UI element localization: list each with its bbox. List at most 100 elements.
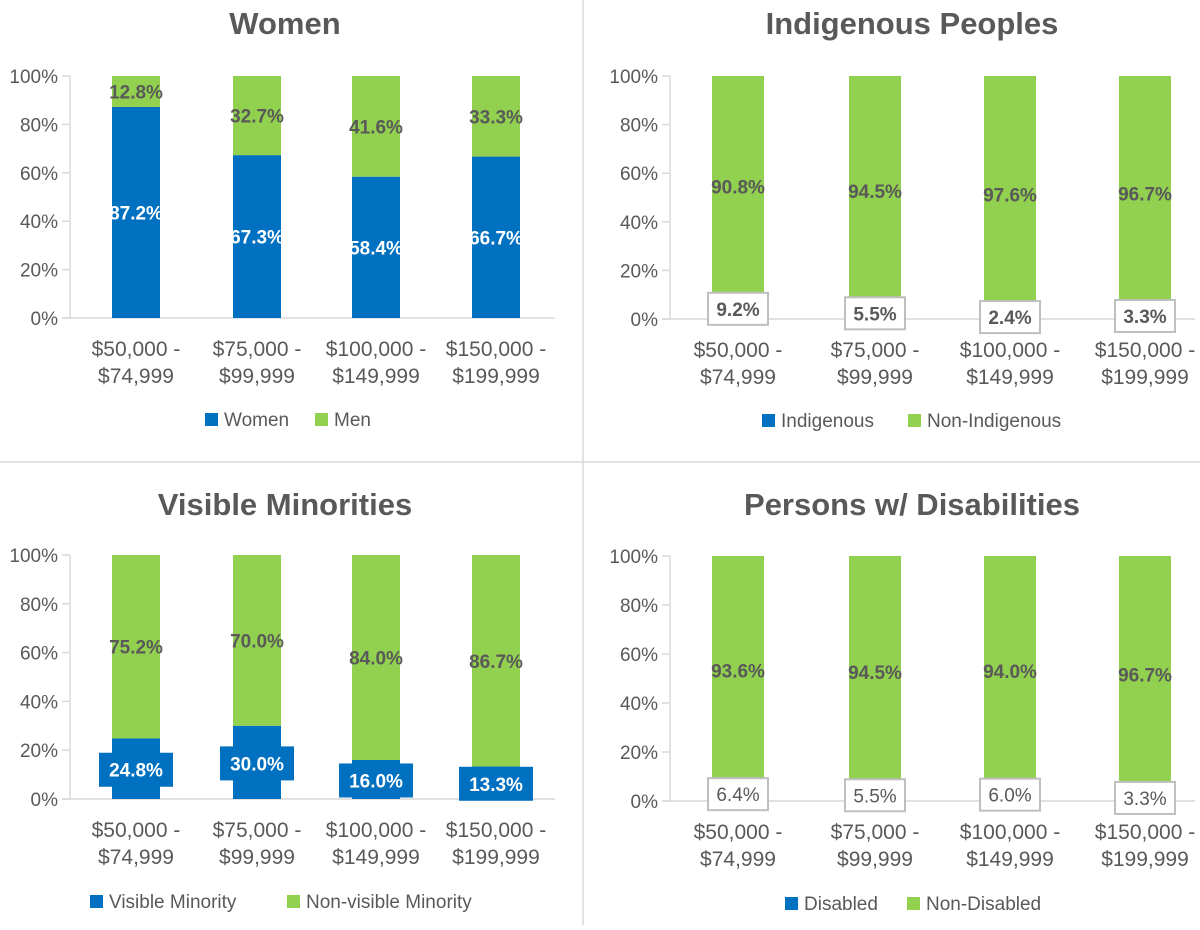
x-tick-label: $74,999 <box>700 848 776 871</box>
bar-segment-women <box>112 106 160 318</box>
y-tick-label: 20% <box>620 261 658 282</box>
y-tick-label: 100% <box>9 67 58 88</box>
x-tick-label: $74,999 <box>98 365 174 388</box>
legend-label: Indigenous <box>781 411 874 432</box>
data-label: 30.0% <box>230 754 284 775</box>
data-label: 87.2% <box>109 203 163 224</box>
legend-swatch <box>785 897 798 910</box>
data-label-box <box>99 752 173 787</box>
x-tick-label: $99,999 <box>219 846 295 869</box>
y-tick-label: 60% <box>20 164 58 185</box>
bar-segment-non-disabled <box>712 556 764 786</box>
x-tick-label: $149,999 <box>966 848 1054 871</box>
data-label: 32.7% <box>230 107 284 128</box>
y-tick-label: 0% <box>31 790 59 811</box>
legend-label: Men <box>334 410 371 431</box>
legend-label: Non-Disabled <box>926 894 1041 915</box>
chart-panel-2: Visible Minorities 0% 20% 40% 60% 80% 100% 75.2… <box>9 487 555 913</box>
x-tick-label: $199,999 <box>452 365 540 388</box>
data-label-box <box>979 300 1041 335</box>
y-tick-label: 0% <box>631 792 659 813</box>
x-tick-label: $149,999 <box>332 365 420 388</box>
chart-panel-0: Women 0% 20% 40% 60% 80% 100% 12.8% 87.2% $50,000… <box>9 6 555 431</box>
chart-panel-1: Indigenous Peoples 0% 20% 40% 60% 80% 100% 90.8… <box>609 6 1195 432</box>
legend-label: Disabled <box>804 894 878 915</box>
bar-segment-women <box>352 176 400 318</box>
data-label: 6.4% <box>716 785 759 806</box>
x-tick-label: $50,000 - <box>694 339 783 362</box>
data-label: 94.5% <box>848 663 902 684</box>
y-tick-label: 80% <box>620 116 658 137</box>
x-tick-label: $149,999 <box>966 366 1054 389</box>
x-tick-label: $150,000 - <box>1095 339 1195 362</box>
data-label-box <box>1114 780 1176 815</box>
y-tick-label: 100% <box>609 547 658 568</box>
x-tick-label: $100,000 - <box>960 821 1060 844</box>
x-tick-label: $199,999 <box>1101 366 1189 389</box>
y-tick-label: 80% <box>20 595 58 616</box>
x-tick-label: $99,999 <box>219 365 295 388</box>
x-tick-label: $74,999 <box>700 366 776 389</box>
legend-swatch <box>287 895 300 908</box>
data-label: 24.8% <box>109 761 163 782</box>
data-label: 94.5% <box>848 182 902 203</box>
x-tick-label: $100,000 - <box>326 338 426 361</box>
x-tick-label: $75,000 - <box>831 821 920 844</box>
x-tick-label: $150,000 - <box>1095 821 1195 844</box>
legend-swatch <box>205 413 218 426</box>
x-tick-label: $149,999 <box>332 846 420 869</box>
data-label-box <box>707 291 769 326</box>
data-label: 97.6% <box>983 186 1037 207</box>
bar-segment-non-indigenous <box>849 76 901 306</box>
data-label: 5.5% <box>853 304 896 325</box>
x-tick-label: $99,999 <box>837 366 913 389</box>
bar-segment-non-indigenous <box>1119 76 1171 311</box>
x-tick-label: $150,000 - <box>446 338 546 361</box>
y-tick-label: 0% <box>631 310 659 331</box>
data-label: 13.3% <box>469 775 523 796</box>
data-label: 9.2% <box>716 300 759 321</box>
x-tick-label: $199,999 <box>452 846 540 869</box>
y-tick-label: 60% <box>20 644 58 665</box>
chart-title: Visible Minorities <box>158 487 412 522</box>
y-tick-label: 0% <box>31 309 59 330</box>
data-label: 3.3% <box>1123 307 1166 328</box>
y-tick-label: 80% <box>620 596 658 617</box>
x-tick-label: $50,000 - <box>92 338 181 361</box>
x-tick-label: $100,000 - <box>326 819 426 842</box>
y-tick-label: 40% <box>20 692 58 713</box>
bar-segment-non-disabled <box>1119 556 1171 793</box>
data-label: 94.0% <box>983 662 1037 683</box>
data-label: 84.0% <box>349 648 403 669</box>
data-label: 16.0% <box>349 771 403 792</box>
chart-title: Indigenous Peoples <box>766 6 1059 41</box>
x-tick-label: $74,999 <box>98 846 174 869</box>
data-label: 2.4% <box>988 308 1031 329</box>
bar-segment-non-indigenous <box>712 76 764 297</box>
bar-segment-non-visible-minority <box>472 555 520 767</box>
data-label: 90.8% <box>711 177 765 198</box>
data-label-box <box>844 296 906 331</box>
bar-segment-non-indigenous <box>984 76 1036 314</box>
bar-segment-non-disabled <box>984 556 1036 787</box>
x-tick-label: $50,000 - <box>92 819 181 842</box>
data-label-box <box>220 746 294 781</box>
y-tick-label: 20% <box>620 743 658 764</box>
data-label: 96.7% <box>1118 665 1172 686</box>
data-label: 6.0% <box>988 786 1031 807</box>
data-label: 70.0% <box>230 631 284 652</box>
y-tick-label: 60% <box>620 164 658 185</box>
legend-label: Non-Indigenous <box>927 411 1061 432</box>
bar-segment-men <box>352 76 400 177</box>
x-tick-label: $100,000 - <box>960 339 1060 362</box>
bar-segment-non-visible-minority <box>233 555 281 726</box>
data-label: 12.8% <box>109 82 163 103</box>
legend-swatch <box>907 897 920 910</box>
data-label-box <box>707 777 769 812</box>
bar-segment-non-visible-minority <box>352 555 400 760</box>
data-label: 67.3% <box>230 228 284 249</box>
y-tick-label: 100% <box>609 67 658 88</box>
bar-segment-women <box>472 156 520 318</box>
legend-swatch <box>90 895 103 908</box>
